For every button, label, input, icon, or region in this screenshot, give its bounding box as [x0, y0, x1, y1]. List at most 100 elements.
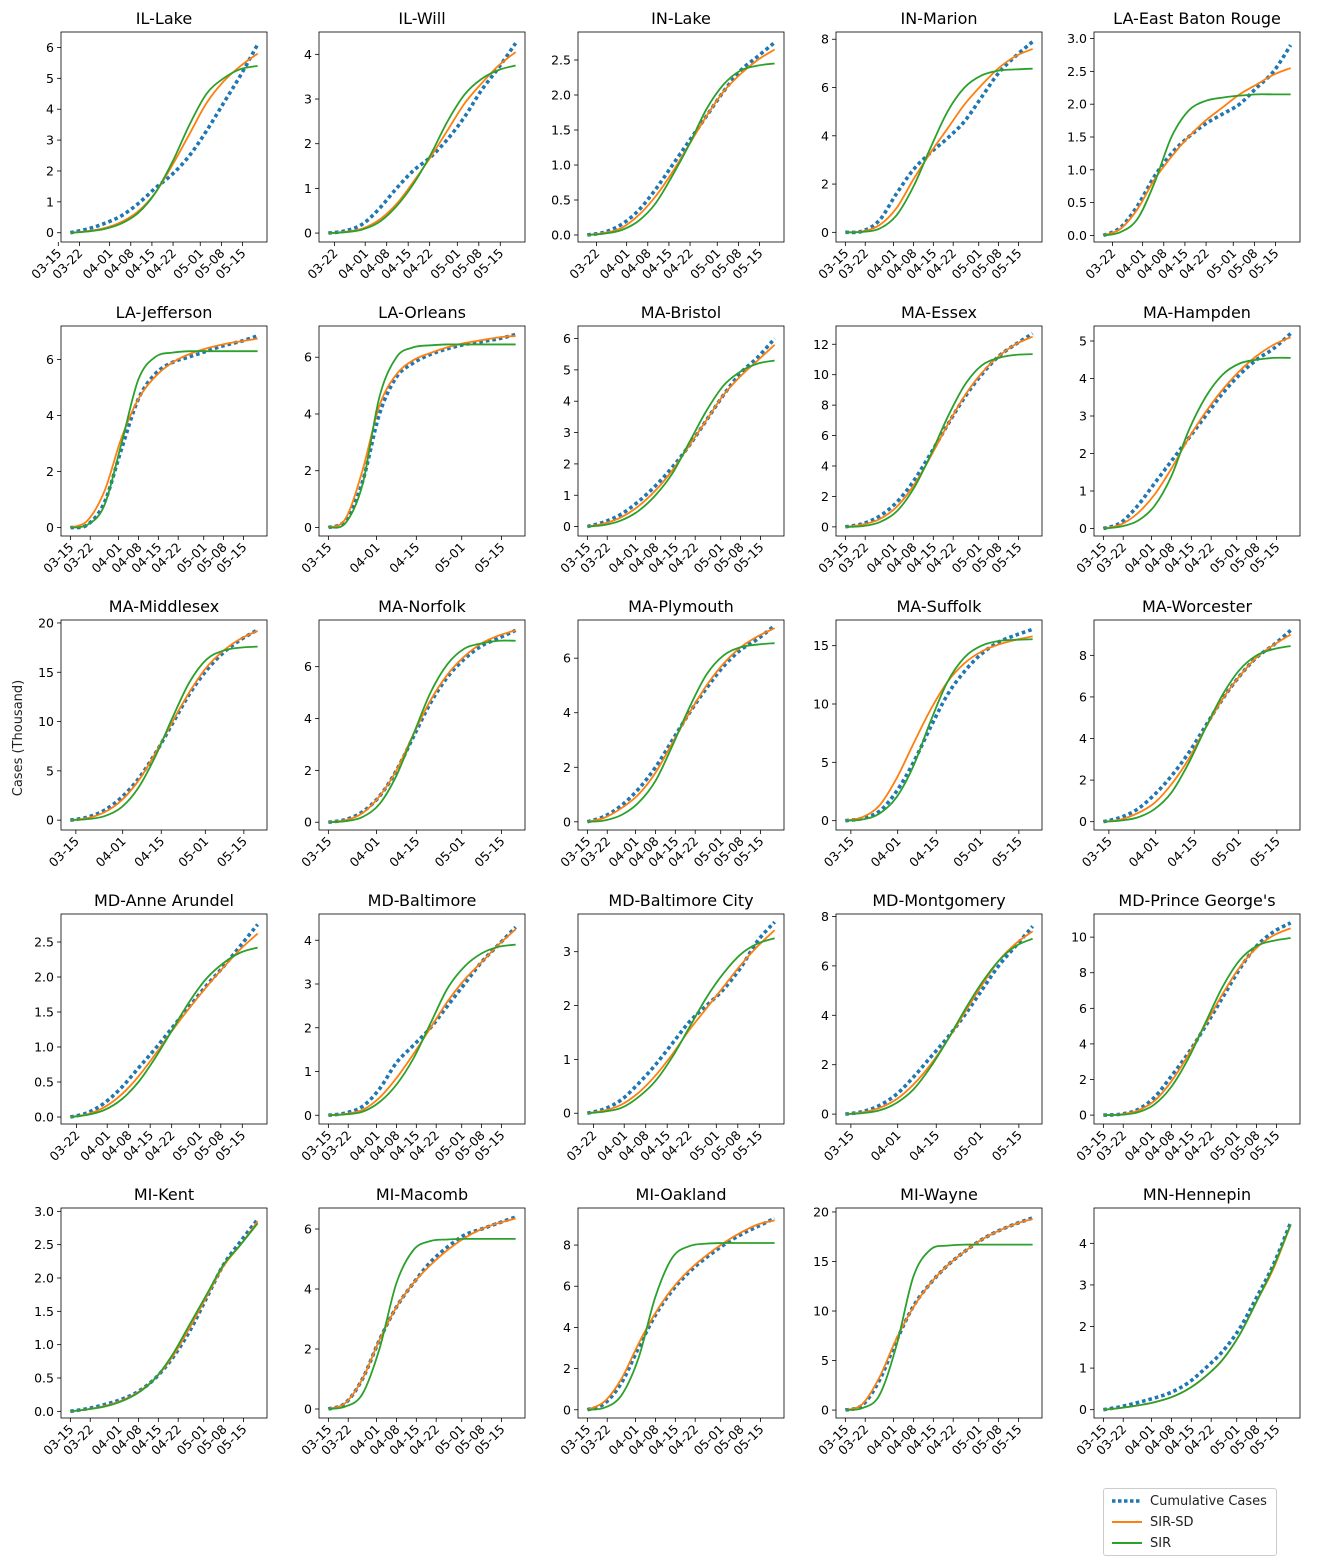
- series-line-sir: [845, 67, 1033, 234]
- series-line-cumulative-cases: [328, 628, 517, 825]
- y-tick-label: 1.5: [1067, 130, 1087, 145]
- axes-frame: [835, 1207, 1043, 1419]
- series-line-sir-sd: [1103, 927, 1291, 1116]
- panel-la-jefferson: LA-Jefferson024603-1503-2204-0104-0804-1…: [40, 303, 268, 576]
- y-tick-label: 1: [304, 181, 312, 196]
- y-tick-label: 0: [304, 1108, 312, 1123]
- series-line-sir: [328, 639, 516, 824]
- axes-frame: [318, 31, 526, 243]
- y-tick-label: 5: [821, 755, 829, 770]
- y-tick-label: 2.0: [1067, 97, 1087, 112]
- series-line-sir-sd: [70, 932, 259, 1118]
- series-line-sir: [587, 1242, 775, 1411]
- panel-title: LA-Jefferson: [116, 303, 213, 322]
- y-tick-label: 2: [563, 1361, 571, 1376]
- x-tick-label: 05-01: [950, 1128, 986, 1164]
- y-tick-label: 2: [304, 136, 312, 151]
- x-tick-label: 04-01: [93, 834, 129, 870]
- series-line-cumulative-cases: [586, 920, 776, 1115]
- y-tick-label: 15: [813, 1254, 829, 1269]
- y-tick-label: 2: [1079, 773, 1087, 788]
- y-tick-label: 0: [1079, 814, 1087, 829]
- y-tick-label: 2: [46, 464, 54, 479]
- y-tick-label: 5: [821, 1353, 829, 1368]
- panel-mn-hennepin: MN-Hennepin0123403-1503-2204-0104-0804-1…: [1073, 1185, 1301, 1458]
- x-tick-label: 03-22: [563, 1128, 599, 1164]
- panel-ma-bristol: MA-Bristol012345603-1503-2204-0104-0804-…: [557, 303, 785, 576]
- y-tick-label: 1.0: [1067, 162, 1087, 177]
- y-tick-label: 0: [821, 1403, 829, 1418]
- series-line-sir-sd: [587, 48, 776, 236]
- legend-item-cumulative: Cumulative Cases: [1104, 1491, 1267, 1511]
- panel-title: MA-Middlesex: [109, 597, 219, 616]
- axes-frame: [1093, 1207, 1301, 1419]
- panel-title: MI-Oakland: [636, 1185, 727, 1204]
- y-tick-label: 2: [304, 1020, 312, 1035]
- y-tick-label: 4: [304, 711, 312, 726]
- y-tick-label: 6: [304, 350, 312, 365]
- series-line-sir: [1103, 645, 1291, 823]
- y-tick-label: 0: [46, 520, 54, 535]
- y-tick-label: 2.0: [551, 88, 571, 103]
- y-tick-label: 6: [563, 1279, 571, 1294]
- x-tick-label: 04-01: [868, 834, 904, 870]
- panel-ma-middlesex: MA-Middlesex 0 5 10 15 20 03-15 04-01 04-15 05-01…: [38, 597, 268, 870]
- series-line-cumulative-cases: [1102, 332, 1292, 531]
- y-tick-label: 6: [821, 428, 829, 443]
- series-line-cumulative-cases: [845, 40, 1034, 235]
- axes-frame: [1093, 31, 1301, 243]
- legend-label-cumulative: Cumulative Cases: [1150, 1493, 1267, 1509]
- axes-frame: [60, 31, 268, 243]
- panel-in-marion: IN-Marion0246803-1503-2204-0104-0804-150…: [815, 9, 1043, 282]
- series-line-sir-sd: [1103, 633, 1292, 823]
- y-tick-label: 0: [1079, 1402, 1087, 1417]
- series-line-cumulative-cases: [328, 42, 518, 235]
- y-tick-label: 1.5: [34, 1304, 54, 1319]
- y-tick-label: 15: [813, 638, 829, 653]
- panel-md-baltimore-city: MD-Baltimore City012303-2204-0104-0804-1…: [563, 891, 785, 1164]
- y-tick-label: 1: [46, 194, 54, 209]
- y-tick-label: 2.5: [34, 935, 54, 950]
- axes-frame: [60, 913, 268, 1125]
- y-tick-label: 2: [563, 760, 571, 775]
- series-line-cumulative-cases: [1102, 44, 1293, 238]
- y-tick-label: 0: [304, 226, 312, 241]
- y-tick-label: 2: [304, 463, 312, 478]
- y-tick-label: 0: [1079, 521, 1087, 536]
- axes-frame: [60, 619, 268, 831]
- y-tick-label: 4: [1079, 1036, 1087, 1051]
- y-tick-label: 6: [821, 958, 829, 973]
- x-tick-label: 05-15: [989, 834, 1025, 870]
- series-line-sir: [1103, 937, 1291, 1116]
- series-line-cumulative-cases: [586, 1216, 776, 1412]
- series-line-cumulative-cases: [586, 337, 776, 529]
- series-line-cumulative-cases: [1103, 921, 1292, 1117]
- y-tick-label: 0.0: [1067, 228, 1087, 243]
- x-tick-label: 04-01: [868, 1128, 904, 1164]
- y-tick-label: 6: [563, 331, 571, 346]
- y-tick-label: 4: [304, 933, 312, 948]
- y-tick-label: 1: [1079, 484, 1087, 499]
- y-tick-label: 4: [46, 408, 54, 423]
- y-tick-label: 3: [1079, 1277, 1087, 1292]
- y-tick-label: 5: [46, 763, 54, 778]
- y-tick-label: 0: [563, 1106, 571, 1121]
- axes-frame: [577, 913, 785, 1125]
- y-tick-label: 1: [563, 488, 571, 503]
- panel-mi-macomb: MI-Macomb024603-1503-2204-0104-0804-1504…: [298, 1185, 526, 1458]
- panel-ma-plymouth: MA-Plymouth024603-1503-2204-0104-0804-15…: [557, 597, 785, 870]
- panel-md-baltimore: MD-Baltimore0123403-1503-2204-0104-0804-…: [298, 891, 526, 1164]
- series-line-sir: [845, 937, 1033, 1116]
- y-tick-label: 15: [38, 665, 54, 680]
- panel-title: IN-Lake: [651, 9, 711, 28]
- y-tick-label: 10: [813, 697, 829, 712]
- panel-title: MI-Wayne: [900, 1185, 978, 1204]
- y-tick-label: 6: [1079, 689, 1087, 704]
- y-tick-label: 0: [821, 519, 829, 534]
- x-tick-label: 04-15: [1164, 834, 1200, 870]
- y-tick-label: 8: [563, 1238, 571, 1253]
- x-tick-label: 04-15: [386, 834, 422, 870]
- y-tick-label: 2.0: [34, 1271, 54, 1286]
- y-tick-label: 4: [563, 705, 571, 720]
- y-tick-label: 1.5: [34, 1005, 54, 1020]
